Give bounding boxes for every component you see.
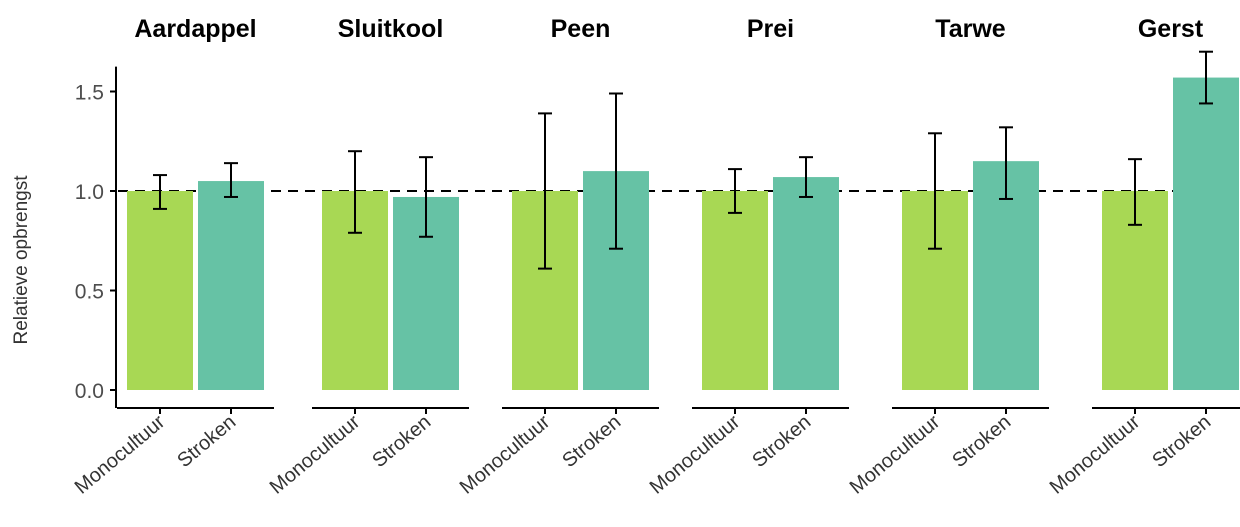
panel-sluitkool: Sluitkool Monocultuur Stroken — [266, 15, 469, 499]
panel-tarwe: Tarwe Monocultuur Stroken — [846, 15, 1049, 499]
y-tick-label: 1.5 — [75, 82, 104, 105]
panel-title: Aardappel — [134, 15, 256, 43]
x-tick-label: Stroken — [368, 411, 435, 472]
panel-title: Tarwe — [935, 15, 1005, 43]
bar-monocultuur — [127, 191, 193, 390]
x-tick-label: Monocultuur — [456, 411, 555, 499]
x-tick-label: Stroken — [558, 411, 625, 472]
bar-monocultuur — [702, 191, 768, 390]
y-tick-label: 0.5 — [75, 281, 104, 304]
bar-stroken — [198, 181, 264, 390]
y-tick-label: 1.0 — [75, 181, 104, 204]
panel-gerst: Gerst Monocultuur Stroken — [1046, 15, 1240, 499]
panel-title: Peen — [551, 15, 611, 43]
x-tick-label: Stroken — [1148, 411, 1215, 472]
bar-stroken — [1173, 77, 1239, 390]
y-axis: 0.0 0.5 1.0 1.5 — [75, 66, 117, 408]
x-tick-label: Stroken — [748, 411, 815, 472]
x-tick-label: Monocultuur — [1046, 411, 1145, 499]
y-axis-title: Relatieve opbrengst — [11, 175, 32, 345]
panel-title: Prei — [747, 15, 794, 43]
bar-stroken — [773, 177, 839, 390]
panel-prei: Prei Monocultuur Stroken — [646, 15, 849, 499]
y-tick-label: 0.0 — [75, 380, 104, 403]
x-tick-label: Monocultuur — [266, 411, 365, 499]
x-tick-label: Stroken — [173, 411, 240, 472]
panel-peen: Peen Monocultuur Stroken — [456, 15, 659, 499]
x-tick-label: Monocultuur — [646, 411, 745, 499]
panel-title: Gerst — [1138, 15, 1204, 43]
x-tick-label: Monocultuur — [846, 411, 945, 499]
panel-title: Sluitkool — [338, 15, 444, 43]
x-tick-label: Monocultuur — [71, 411, 170, 499]
x-tick-label: Stroken — [948, 411, 1015, 472]
